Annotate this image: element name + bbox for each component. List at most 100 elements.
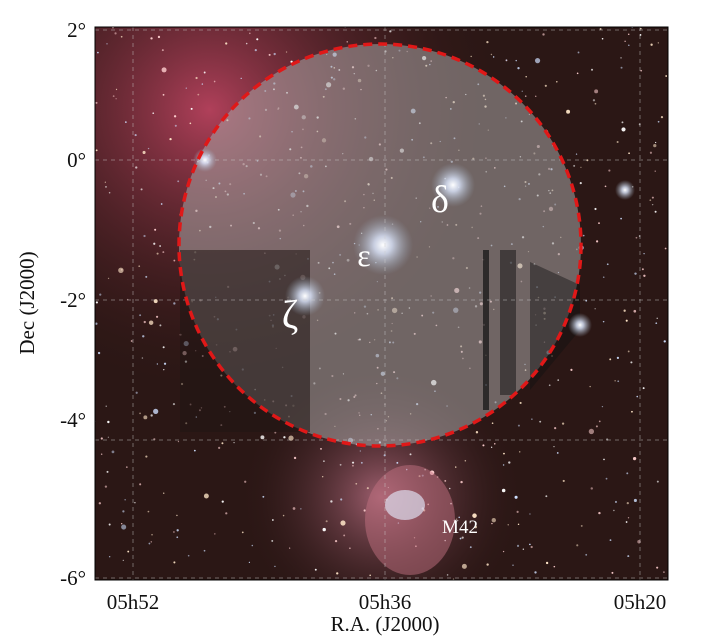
star [535, 58, 540, 63]
star [570, 369, 572, 371]
star [300, 508, 301, 509]
star [131, 340, 133, 342]
star [522, 91, 523, 92]
star [617, 141, 619, 143]
star [599, 420, 601, 422]
star [204, 550, 206, 552]
star [204, 494, 209, 499]
star [519, 451, 520, 452]
star [620, 218, 622, 220]
star [99, 294, 101, 296]
star [274, 566, 275, 567]
star [283, 436, 285, 438]
star [143, 151, 146, 154]
star [157, 363, 158, 364]
star [367, 487, 369, 489]
x-tick-label: 05h36 [359, 590, 412, 614]
star [162, 49, 164, 51]
star [175, 125, 177, 127]
star [330, 500, 332, 502]
star [214, 533, 215, 534]
star [520, 402, 522, 404]
star [101, 437, 103, 439]
star [460, 481, 462, 483]
star [576, 153, 577, 154]
star [352, 462, 354, 464]
star [105, 186, 107, 188]
star [595, 103, 597, 105]
star [148, 511, 150, 513]
star [204, 72, 206, 74]
star [154, 229, 156, 231]
star [633, 310, 636, 313]
star-label: δ [431, 179, 449, 221]
star [190, 122, 192, 124]
star [161, 203, 163, 205]
star [534, 571, 536, 573]
star [621, 127, 625, 131]
star [603, 459, 605, 461]
star [249, 562, 250, 563]
star [225, 512, 227, 514]
star [596, 240, 598, 242]
star [553, 446, 554, 447]
star [143, 415, 147, 419]
star [580, 182, 582, 184]
star [361, 462, 363, 464]
star [139, 314, 141, 316]
star [626, 320, 628, 322]
star [649, 199, 651, 201]
star [153, 243, 155, 245]
figure: δ ε ζ M42 R.A. (J2000) Dec (J2000) 05h52… [0, 0, 710, 639]
star-label: ζ [282, 292, 299, 337]
star [173, 531, 175, 533]
star [186, 87, 187, 88]
star [108, 437, 109, 438]
star [269, 54, 271, 56]
star [106, 43, 107, 44]
star [529, 513, 530, 514]
star [626, 472, 628, 474]
star [364, 509, 366, 511]
star [577, 73, 579, 75]
y-axis-label: Dec (J2000) [15, 251, 39, 354]
star [105, 485, 107, 487]
star [163, 493, 164, 494]
star [144, 321, 146, 323]
star [272, 519, 274, 521]
star [598, 222, 600, 224]
star [628, 351, 630, 353]
star [650, 152, 652, 154]
star [246, 43, 248, 45]
star [634, 499, 637, 502]
star [607, 263, 609, 265]
star [503, 551, 504, 552]
star [640, 70, 642, 72]
star [95, 323, 97, 325]
star [515, 60, 516, 61]
star [141, 188, 143, 190]
x-tick-label: 05h20 [614, 590, 667, 614]
star [655, 170, 656, 171]
star [642, 268, 644, 270]
star [539, 421, 541, 423]
star [657, 318, 658, 319]
star [589, 429, 594, 434]
star [628, 517, 629, 518]
star [546, 562, 548, 564]
star [109, 524, 111, 526]
star [163, 94, 165, 96]
star [162, 67, 167, 72]
star [191, 108, 193, 110]
star [455, 466, 456, 467]
star [562, 422, 564, 424]
star [542, 33, 544, 35]
star [107, 471, 109, 473]
star [218, 447, 220, 449]
star [293, 507, 296, 510]
star [148, 148, 149, 149]
star [142, 335, 144, 337]
star [222, 501, 224, 503]
star [602, 38, 604, 40]
star [491, 523, 492, 524]
